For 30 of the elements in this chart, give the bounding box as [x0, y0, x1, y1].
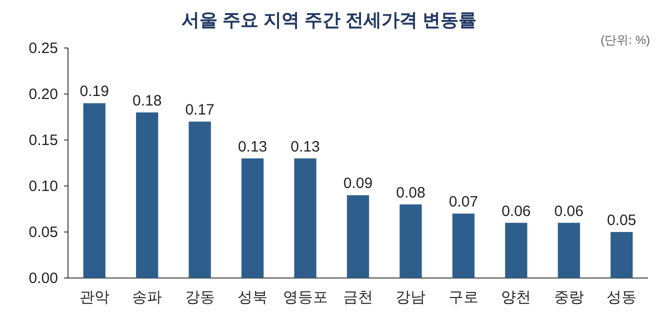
ytick: 0.10 — [28, 178, 58, 195]
xtick: 중랑 — [554, 289, 584, 306]
ytick: 0.15 — [28, 132, 58, 149]
xtick: 영등포 — [282, 289, 328, 306]
ytick: 0.00 — [28, 270, 58, 287]
xtick: 관악 — [79, 289, 110, 306]
xtick: 강남 — [396, 289, 426, 306]
data-label: 0.13 — [290, 138, 320, 156]
xtick: 강동 — [184, 289, 215, 306]
data-label: 0.09 — [343, 175, 373, 192]
data-label: 0.05 — [607, 212, 636, 229]
xtick: 성동 — [606, 289, 637, 306]
data-label: 0.06 — [502, 202, 531, 220]
data-label: 0.06 — [554, 202, 584, 220]
data-label: 0.17 — [185, 102, 214, 119]
title: 서울 주요 지역 주간 전세가격 변동률 — [182, 10, 476, 30]
data-label: 0.08 — [396, 184, 426, 202]
xtick: 양천 — [501, 289, 532, 306]
ytick: 0.25 — [28, 40, 58, 57]
xtick: 구로 — [448, 289, 478, 306]
data-label: 0.07 — [448, 194, 478, 211]
xtick: 금천 — [343, 289, 373, 306]
data-label: 0.13 — [238, 138, 268, 156]
data-label: 0.19 — [80, 83, 109, 100]
data-label: 0.18 — [132, 92, 162, 110]
xtick: 성북 — [238, 289, 268, 306]
annotation: (단위: %) — [600, 33, 650, 47]
ytick: 0.05 — [28, 224, 58, 241]
ytick: 0.20 — [28, 86, 58, 103]
xtick: 송파 — [132, 289, 162, 306]
